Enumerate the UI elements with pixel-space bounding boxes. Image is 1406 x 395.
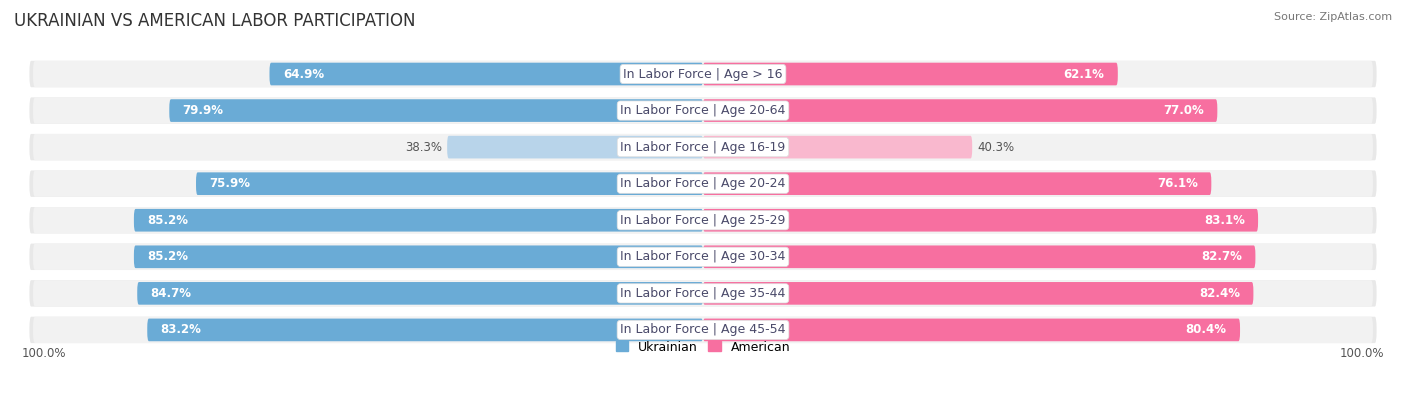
FancyBboxPatch shape [138,282,703,305]
FancyBboxPatch shape [32,134,1374,160]
FancyBboxPatch shape [703,172,1212,195]
Text: 100.0%: 100.0% [1340,347,1385,360]
FancyBboxPatch shape [32,317,1374,343]
Text: In Labor Force | Age 25-29: In Labor Force | Age 25-29 [620,214,786,227]
Text: In Labor Force | Age 20-64: In Labor Force | Age 20-64 [620,104,786,117]
FancyBboxPatch shape [703,319,1240,341]
Text: 38.3%: 38.3% [405,141,441,154]
FancyBboxPatch shape [195,172,703,195]
FancyBboxPatch shape [703,99,1218,122]
FancyBboxPatch shape [28,316,1378,344]
FancyBboxPatch shape [28,60,1378,88]
FancyBboxPatch shape [703,209,1258,231]
Text: 75.9%: 75.9% [209,177,250,190]
FancyBboxPatch shape [28,243,1378,271]
Text: In Labor Force | Age 45-54: In Labor Force | Age 45-54 [620,324,786,337]
Legend: Ukrainian, American: Ukrainian, American [612,337,794,357]
FancyBboxPatch shape [169,99,703,122]
FancyBboxPatch shape [703,63,1118,85]
FancyBboxPatch shape [148,319,703,341]
Text: In Labor Force | Age 35-44: In Labor Force | Age 35-44 [620,287,786,300]
Text: 76.1%: 76.1% [1157,177,1198,190]
FancyBboxPatch shape [32,98,1374,124]
Text: 82.4%: 82.4% [1199,287,1240,300]
FancyBboxPatch shape [28,279,1378,308]
FancyBboxPatch shape [134,209,703,231]
Text: In Labor Force | Age > 16: In Labor Force | Age > 16 [623,68,783,81]
Text: 83.2%: 83.2% [160,324,201,337]
Text: 79.9%: 79.9% [183,104,224,117]
Text: 40.3%: 40.3% [977,141,1015,154]
FancyBboxPatch shape [32,61,1374,87]
FancyBboxPatch shape [32,244,1374,270]
Text: 80.4%: 80.4% [1185,324,1226,337]
FancyBboxPatch shape [32,207,1374,233]
Text: 85.2%: 85.2% [148,250,188,263]
FancyBboxPatch shape [32,280,1374,307]
Text: 62.1%: 62.1% [1063,68,1105,81]
Text: 77.0%: 77.0% [1163,104,1204,117]
FancyBboxPatch shape [270,63,703,85]
FancyBboxPatch shape [703,245,1256,268]
Text: 83.1%: 83.1% [1204,214,1244,227]
FancyBboxPatch shape [28,96,1378,125]
Text: 82.7%: 82.7% [1201,250,1241,263]
Text: In Labor Force | Age 30-34: In Labor Force | Age 30-34 [620,250,786,263]
FancyBboxPatch shape [447,136,703,158]
FancyBboxPatch shape [134,245,703,268]
Text: UKRAINIAN VS AMERICAN LABOR PARTICIPATION: UKRAINIAN VS AMERICAN LABOR PARTICIPATIO… [14,12,416,30]
FancyBboxPatch shape [28,206,1378,235]
Text: Source: ZipAtlas.com: Source: ZipAtlas.com [1274,12,1392,22]
FancyBboxPatch shape [703,282,1253,305]
Text: In Labor Force | Age 16-19: In Labor Force | Age 16-19 [620,141,786,154]
FancyBboxPatch shape [28,169,1378,198]
Text: 85.2%: 85.2% [148,214,188,227]
FancyBboxPatch shape [703,136,972,158]
FancyBboxPatch shape [28,133,1378,162]
Text: In Labor Force | Age 20-24: In Labor Force | Age 20-24 [620,177,786,190]
FancyBboxPatch shape [32,171,1374,197]
Text: 84.7%: 84.7% [150,287,191,300]
Text: 64.9%: 64.9% [283,68,323,81]
Text: 100.0%: 100.0% [21,347,66,360]
